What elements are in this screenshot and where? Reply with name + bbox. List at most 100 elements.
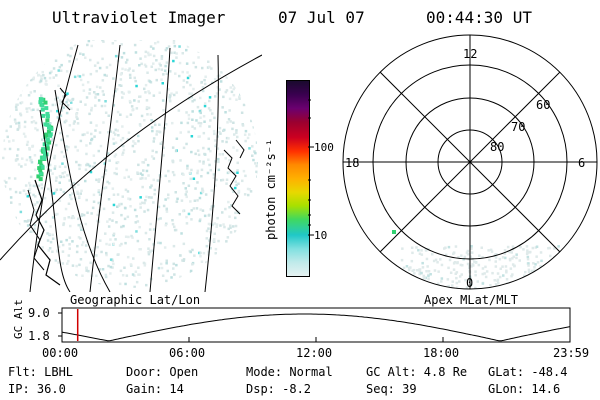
speckle-pixel [151, 129, 154, 133]
speckle-pixel [120, 84, 123, 87]
speckle-pixel [55, 74, 58, 77]
speckle-pixel [470, 245, 473, 248]
speckle-pixel [97, 149, 100, 153]
mlt-label-bottom: 0 [466, 276, 474, 290]
speckle-pixel [32, 193, 35, 197]
speckle-pixel [174, 72, 177, 75]
speckle-pixel [114, 141, 118, 144]
speckle-pixel [14, 190, 18, 194]
speckle-pixel [14, 120, 17, 123]
speckle-pixel [48, 247, 52, 250]
speckle-pixel [244, 129, 248, 133]
speckle-pixel [87, 40, 91, 43]
speckle-pixel [80, 214, 83, 217]
speckle-pixel [434, 258, 438, 262]
speckle-pixel [49, 240, 53, 244]
speckle-pixel [43, 122, 48, 127]
speckle-pixel [89, 170, 93, 174]
speckle-pixel [470, 251, 474, 254]
speckle-pixel [451, 284, 454, 287]
speckle-pixel [162, 109, 165, 112]
gain-readout: Gain: 14 [126, 382, 184, 396]
speckle-pixel [189, 177, 192, 181]
speckle-pixel [14, 158, 18, 161]
speckle-pixel [23, 220, 27, 223]
speckle-pixel [155, 59, 158, 62]
mlt-label-top: 12 [463, 47, 478, 61]
speckle-pixel [192, 61, 195, 65]
speckle-pixel [69, 54, 72, 58]
speckle-pixel [173, 51, 176, 54]
speckle-pixel [98, 178, 101, 181]
speckle-pixel [61, 243, 65, 247]
speckle-pixel [118, 244, 122, 247]
speckle-pixel [508, 258, 512, 262]
speckle-pixel [112, 242, 115, 246]
speckle-pixel [114, 40, 117, 42]
speckle-pixel [188, 92, 191, 95]
speckle-pixel [48, 71, 52, 75]
speckle-pixel [136, 220, 140, 223]
speckle-pixel [36, 108, 39, 112]
speckle-pixel [228, 171, 231, 174]
speckle-pixel [217, 157, 220, 161]
colorbar-tick-10: 10 [314, 229, 328, 242]
speckle-pixel [411, 251, 414, 255]
speckle-pixel [51, 250, 54, 253]
speckle-pixel [169, 70, 172, 73]
speckle-pixel [33, 168, 37, 172]
speckle-pixel [159, 64, 162, 67]
speckle-pixel [173, 225, 176, 229]
speckle-pixel [68, 124, 72, 127]
speckle-pixel [498, 257, 502, 261]
speckle-pixel [105, 74, 108, 77]
speckle-pixel [248, 188, 251, 191]
speckle-pixel [188, 171, 192, 175]
speckle-pixel [87, 269, 90, 273]
speckle-pixel [185, 215, 188, 219]
speckle-pixel [494, 253, 498, 256]
speckle-pixel [225, 140, 228, 144]
speckle-pixel [32, 76, 35, 79]
lat-label-70: 70 [511, 120, 526, 134]
speckle-pixel [192, 87, 195, 91]
speckle-pixel [235, 183, 238, 187]
speckle-pixel [536, 261, 540, 264]
speckle-pixel [88, 164, 92, 168]
speckle-pixel [238, 97, 241, 100]
speckle-pixel [186, 167, 189, 170]
speckle-pixel [58, 181, 61, 184]
speckle-pixel [493, 279, 496, 282]
speckle-pixel [130, 234, 133, 238]
speckle-pixel [46, 232, 49, 235]
speckle-pixel [199, 208, 202, 211]
speckle-pixel [113, 171, 116, 175]
speckle-pixel [427, 274, 430, 278]
speckle-pixel [57, 69, 60, 72]
speckle-pixel [168, 96, 171, 99]
speckle-pixel [139, 172, 142, 175]
speckle-pixel [244, 139, 247, 143]
speckle-pixel [92, 193, 96, 197]
speckle-pixel [439, 258, 442, 261]
speckle-pixel [2, 139, 6, 142]
speckle-pixel [200, 260, 204, 263]
speckle-pixel [488, 258, 491, 262]
speckle-pixel [186, 121, 190, 125]
speckle-pixel [19, 94, 22, 97]
speckle-pixel [92, 40, 95, 41]
speckle-pixel [139, 196, 142, 199]
speckle-pixel [14, 105, 18, 109]
speckle-pixel [444, 253, 448, 257]
speckle-pixel [473, 260, 476, 263]
speckle-pixel [150, 184, 153, 187]
speckle-pixel [230, 90, 234, 94]
speckle-pixel [173, 44, 177, 48]
speckle-pixel [34, 211, 38, 214]
speckle-pixel [452, 268, 456, 271]
speckle-pixel [129, 205, 132, 208]
speckle-pixel [172, 267, 175, 270]
speckle-pixel [60, 150, 64, 154]
speckle-pixel [213, 222, 216, 225]
speckle-pixel [109, 265, 113, 269]
